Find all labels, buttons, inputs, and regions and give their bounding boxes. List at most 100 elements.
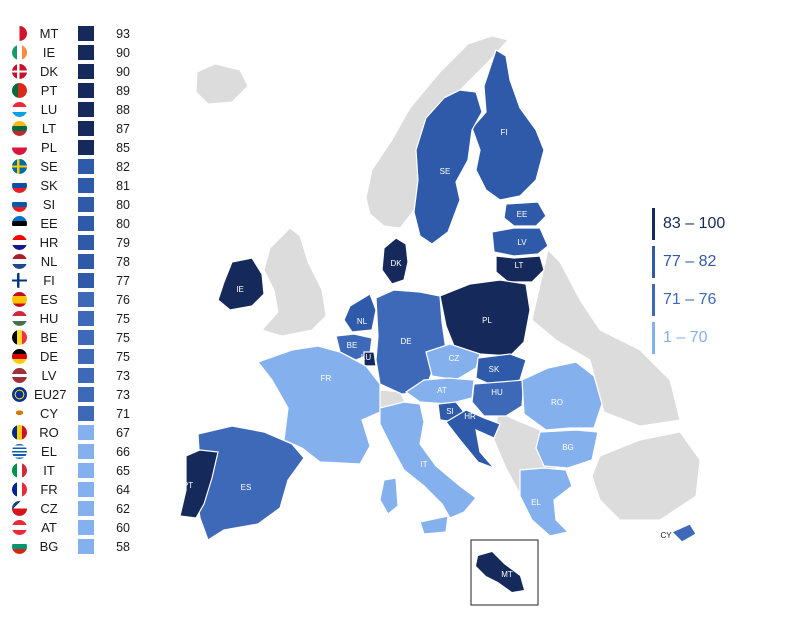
flag-icon-ee (12, 216, 27, 231)
band-swatch (78, 64, 94, 79)
country-ee (503, 201, 547, 227)
flag-icon-fi (12, 273, 27, 288)
country-value: 78 (116, 255, 130, 269)
flag-icon-at (12, 520, 27, 535)
map-label-bg: BG (562, 443, 574, 452)
country-code: PL (41, 140, 57, 155)
country-value: 64 (116, 483, 130, 497)
europe-map: FI SE EE LV LT DK IE NL BE LU DE PL CZ S… (179, 35, 701, 606)
country-value: 90 (116, 65, 130, 79)
ranking-row: HU 75 (10, 310, 135, 328)
country-value: 67 (116, 426, 130, 440)
country-cz (425, 343, 481, 381)
flag-icon-it (12, 463, 27, 478)
legend-label: 71 – 76 (663, 291, 717, 308)
region-turkey (591, 431, 701, 521)
band-swatch (78, 292, 94, 307)
flag-icon-hu (12, 311, 27, 326)
country-value: 58 (116, 540, 130, 554)
ranking-row: MT 93 (10, 25, 135, 43)
country-lv (491, 227, 549, 257)
ranking-row: IT 65 (10, 462, 135, 480)
country-code: SK (40, 178, 58, 193)
country-lt (495, 255, 545, 283)
flag-icon-es (12, 292, 27, 307)
country-value: 65 (116, 464, 130, 478)
flag-icon-ro (12, 425, 27, 440)
country-code: MT (39, 26, 59, 41)
map-label-lv: LV (517, 238, 527, 247)
map-label-es: ES (241, 483, 252, 492)
flag-icon-el (12, 444, 27, 459)
country-code: HR (39, 235, 59, 250)
country-value: 93 (116, 27, 130, 41)
map-label-hu: HU (491, 388, 503, 397)
country-hu (471, 379, 525, 417)
band-swatch (78, 178, 94, 193)
country-value: 87 (116, 122, 130, 136)
ranking-row: SK 81 (10, 177, 135, 195)
map-labels: FI SE EE LV LT DK IE NL BE LU DE PL CZ S… (183, 128, 672, 579)
band-swatch (78, 140, 94, 155)
country-code: BG (39, 539, 59, 554)
band-swatch (78, 368, 94, 383)
map-label-ee: EE (517, 210, 528, 219)
band-swatch (78, 311, 94, 326)
map-label-pt: PT (183, 481, 193, 490)
ranking-row: PT 89 (10, 82, 135, 100)
country-code: SE (40, 159, 58, 174)
band-swatch (78, 83, 94, 98)
country-value: 90 (116, 46, 130, 60)
ranking-row: DK 90 (10, 63, 135, 81)
country-code: HU (39, 311, 59, 326)
flag-icon-cz (12, 501, 27, 516)
eu-countries (179, 49, 697, 543)
band-swatch (78, 273, 94, 288)
country-value: 60 (116, 521, 130, 535)
flag-icon-pl (12, 140, 27, 155)
country-code: DK (39, 64, 59, 79)
country-ro (521, 361, 603, 431)
band-swatch (78, 235, 94, 250)
legend-item: 1 – 70 (652, 322, 772, 354)
country-code: NL (40, 254, 58, 269)
country-value: 75 (116, 350, 130, 364)
region-norway (365, 35, 509, 229)
region-east (531, 249, 681, 427)
map-label-it: IT (420, 460, 427, 469)
country-value: 73 (116, 369, 130, 383)
ranking-row: BG 58 (10, 538, 135, 556)
legend-item: 71 – 76 (652, 284, 772, 316)
flag-icon-sk (12, 178, 27, 193)
flag-icon-pt (12, 83, 27, 98)
country-value: 77 (116, 274, 130, 288)
flag-icon-lv (12, 368, 27, 383)
country-code: AT (41, 520, 57, 535)
country-code: LU (40, 102, 58, 117)
country-lu (363, 351, 377, 367)
legend-label: 1 – 70 (663, 329, 708, 346)
legend-bar (652, 246, 655, 278)
country-code: IT (43, 463, 55, 478)
band-swatch (78, 216, 94, 231)
map-label-nl: NL (357, 317, 368, 326)
band-swatch (78, 26, 94, 41)
ranking-row: PL 85 (10, 139, 135, 157)
flag-icon-de (12, 349, 27, 364)
country-code: EL (41, 444, 57, 459)
country-el (519, 467, 573, 537)
country-value: 79 (116, 236, 130, 250)
country-value: 82 (116, 160, 130, 174)
country-pl (439, 279, 531, 357)
country-bg (535, 429, 599, 469)
map-label-mt: MT (501, 570, 513, 579)
band-swatch (78, 463, 94, 478)
map-label-de: DE (400, 337, 411, 346)
map-label-el: EL (531, 498, 541, 507)
country-code: DE (39, 349, 59, 364)
country-it-sardinia (379, 477, 399, 515)
band-swatch (78, 387, 94, 402)
region-iceland (195, 63, 249, 105)
country-value: 81 (116, 179, 130, 193)
map-label-cy: CY (660, 531, 672, 540)
